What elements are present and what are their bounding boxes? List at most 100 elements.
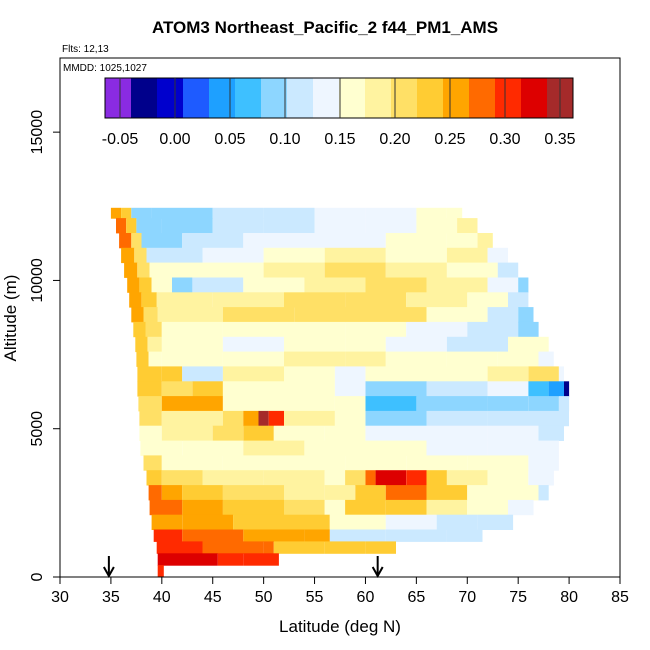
heatmap-cell — [202, 247, 264, 264]
heatmap-cell — [558, 396, 570, 412]
heatmap-cell — [182, 499, 223, 516]
heatmap-cell — [161, 410, 223, 427]
heatmap-cell — [477, 514, 514, 530]
heatmap-cell — [222, 351, 284, 367]
heatmap-cell — [508, 485, 539, 501]
heatmap-cell — [121, 207, 132, 219]
heatmap-cell — [140, 440, 183, 456]
heatmap-cell — [145, 321, 162, 338]
heatmap-cell — [222, 499, 284, 516]
heatmap-cell — [497, 351, 539, 367]
heatmap-cell — [426, 381, 488, 397]
heatmap-cell — [156, 541, 203, 554]
x-tick-label: 35 — [102, 589, 120, 606]
heatmap-cell — [345, 292, 407, 308]
heatmap-cell — [124, 262, 138, 278]
colorbar-tick-label: 0.25 — [434, 131, 465, 148]
heatmap-cell — [416, 207, 447, 219]
colorbar-tick-label: 0.30 — [489, 131, 520, 148]
heatmap-cell — [446, 207, 463, 219]
heatmap-cell — [284, 336, 346, 353]
heatmap-cell — [538, 485, 549, 501]
heatmap-cell — [161, 470, 203, 486]
heatmap-cell — [138, 396, 162, 412]
heatmap-cell — [497, 262, 519, 278]
heatmap-cell — [139, 425, 162, 441]
heatmap-cell — [139, 277, 152, 293]
heatmap-cell — [126, 218, 137, 234]
heatmap-cell — [202, 262, 264, 278]
x-tick-label: 40 — [153, 589, 171, 606]
colorbar-swatch — [235, 78, 262, 118]
colorbar-tick-label: 0.05 — [214, 131, 245, 148]
heatmap-cell — [334, 381, 366, 397]
heatmap-cell — [334, 410, 366, 427]
heatmap-cell — [119, 233, 132, 249]
heatmap-cell — [324, 541, 366, 554]
heatmap-cell — [243, 529, 305, 542]
heatmap-cell — [222, 455, 284, 471]
heatmap-cell — [406, 470, 427, 486]
colorbar-swatch — [287, 78, 314, 118]
heatmap-cell — [375, 470, 407, 486]
heatmap-cell — [508, 336, 539, 353]
heatmap-cell — [487, 470, 529, 486]
heatmap-cell — [487, 277, 519, 293]
heatmap-cell — [457, 218, 478, 234]
colorbar-swatch — [157, 78, 184, 118]
colorbar-swatch — [209, 78, 236, 118]
colorbar-swatch — [131, 78, 158, 118]
heatmap-cell — [385, 262, 447, 278]
heatmap-cell — [263, 207, 315, 219]
heatmap-cell — [273, 541, 325, 554]
heatmap-cell — [487, 410, 539, 427]
heatmap-cell — [345, 455, 407, 471]
heatmap-cell — [273, 425, 325, 441]
heatmap-cell — [192, 381, 223, 397]
heatmap-cell — [446, 470, 488, 486]
heatmap-cell — [426, 440, 488, 456]
heatmap-cell — [284, 292, 346, 308]
heatmap-cell — [467, 485, 508, 501]
colorbar-swatch — [365, 78, 392, 118]
heatmap-cell — [365, 207, 417, 219]
colorbar-swatch — [339, 78, 366, 118]
mmdd-label: MMDD: 1025,1027 — [63, 63, 147, 74]
heatmap-cell — [148, 485, 162, 501]
axes: 30 35 40 45 50 55 60 65 70 75 80 85 0 5000 10000 15000 — [29, 110, 629, 606]
heatmap-cell — [243, 233, 315, 249]
heatmap-cell — [284, 381, 335, 397]
heatmap-cell — [110, 207, 122, 219]
heatmap-cell — [487, 425, 539, 441]
heatmap-cell — [406, 455, 468, 471]
heatmap-cell — [161, 396, 203, 412]
heatmap-cell — [212, 218, 264, 234]
heatmap-cell — [467, 292, 508, 308]
heatmap-cell — [324, 262, 386, 278]
heatmap-cell — [355, 485, 386, 501]
heatmap-cell — [334, 396, 366, 412]
heatmap-cell — [538, 336, 549, 353]
plot-border — [59, 57, 621, 578]
heatmap-cell — [127, 277, 140, 293]
y-axis-title: Altitude (m) — [1, 275, 20, 362]
heatmap-cell — [324, 485, 356, 501]
colorbar-swatch — [313, 78, 340, 118]
heatmap-cell — [365, 425, 427, 441]
x-axis-title: Latitude (deg N) — [279, 617, 401, 636]
heatmap-cell — [243, 277, 305, 293]
heatmap-cell — [426, 366, 488, 382]
heatmap-cell — [385, 336, 447, 353]
heatmap-cell — [136, 351, 149, 367]
heatmap-cell — [137, 381, 162, 397]
heatmap-cell — [446, 351, 498, 367]
heatmap-cell — [467, 321, 519, 338]
heatmap-cell — [528, 396, 559, 412]
heatmap-cell — [426, 307, 488, 323]
chart-title: ATOM3 Northeast_Pacific_2 f44_PM1_AMS — [151, 18, 499, 37]
heatmap-cell — [263, 247, 325, 264]
heatmap-cell — [134, 247, 147, 264]
heatmap-cell — [131, 307, 144, 323]
heatmap-cell — [222, 366, 284, 382]
